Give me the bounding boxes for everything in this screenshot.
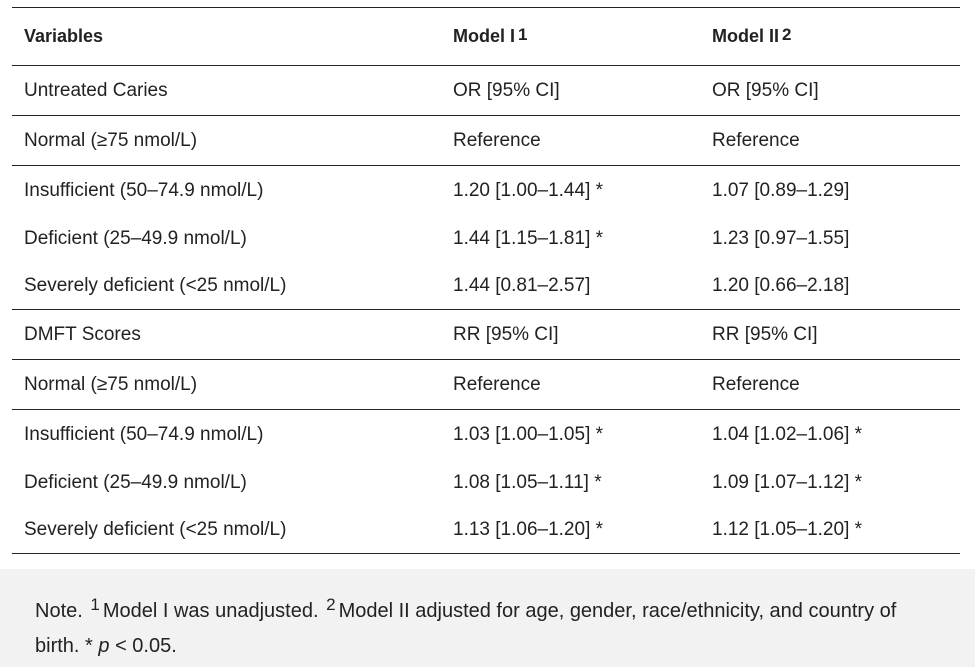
cell-variable: Severely deficient (<25 nmol/L) [24,518,287,540]
cell-model-1: RR [95% CI] [453,323,559,345]
table-row: Deficient (25–49.9 nmol/L) 1.44 [1.15–1.… [12,215,960,262]
cell-model-2: 1.04 [1.02–1.06] * [712,423,863,445]
cell-model-2: Reference [712,373,800,395]
cell-variable: Normal (≥75 nmol/L) [24,129,198,151]
note-prefix: Note. [35,600,83,622]
header-model-2-footnote: 2 [782,25,792,44]
cell-model-1: Reference [453,373,541,395]
cell-model-1: 1.44 [1.15–1.81] * [453,227,604,249]
cell-variable: Normal (≥75 nmol/L) [24,373,198,395]
table-row: Severely deficient (<25 nmol/L) 1.44 [0.… [12,262,960,310]
cell-model-1: 1.13 [1.06–1.20] * [453,518,604,540]
cell-model-1: 1.03 [1.00–1.05] * [453,423,604,445]
cell-model-2: RR [95% CI] [712,323,818,345]
note-text-2: Model II adjusted for age, gender, race/… [35,600,897,657]
header-model-2: Model II 2 [712,25,792,46]
table-row: Deficient (25–49.9 nmol/L) 1.08 [1.05–1.… [12,459,960,506]
cell-model-1: 1.44 [0.81–2.57] [453,274,591,296]
table-row: Insufficient (50–74.9 nmol/L) 1.20 [1.00… [12,166,960,216]
cell-variable: Untreated Caries [24,79,168,101]
table-footnote-panel: Note. 1 Model I was unadjusted. 2 Model II… [0,569,975,667]
cell-variable: Insufficient (50–74.9 nmol/L) [24,179,264,201]
cell-variable: Deficient (25–49.9 nmol/L) [24,227,247,249]
table-row: Normal (≥75 nmol/L) Reference Reference [12,360,960,410]
cell-model-1: 1.20 [1.00–1.44] * [453,179,604,201]
note-footnote-2-marker: 2 [326,595,336,614]
cell-model-1: 1.08 [1.05–1.11] * [453,471,602,493]
table-row: Insufficient (50–74.9 nmol/L) 1.03 [1.00… [12,410,960,460]
cell-variable: Severely deficient (<25 nmol/L) [24,274,287,296]
cell-model-2: Reference [712,129,800,151]
cell-model-2: OR [95% CI] [712,79,819,101]
cell-model-2: 1.23 [0.97–1.55] [712,227,850,249]
header-variables: Variables [24,26,104,46]
table-row-section-untreated-caries: Untreated Caries OR [95% CI] OR [95% CI] [12,66,960,116]
cell-model-2: 1.20 [0.66–2.18] [712,274,850,296]
note-text-1: Model I was unadjusted. [102,600,319,622]
table-row: Normal (≥75 nmol/L) Reference Reference [12,116,960,166]
header-model-1-footnote: 1 [518,25,528,44]
table-footnote: Note. 1 Model I was unadjusted. 2 Model II… [35,594,945,663]
note-footnote-1-marker: 1 [90,595,100,614]
table-row-section-dmft-scores: DMFT Scores RR [95% CI] RR [95% CI] [12,310,960,360]
note-p-symbol: p [98,635,110,657]
cell-model-2: 1.12 [1.05–1.20] * [712,518,863,540]
table-row: Severely deficient (<25 nmol/L) 1.13 [1.… [12,506,960,554]
cell-variable: DMFT Scores [24,323,141,345]
cell-variable: Deficient (25–49.9 nmol/L) [24,471,247,493]
note-text-3: < 0.05. [115,635,177,657]
cell-model-2: 1.07 [0.89–1.29] [712,179,850,201]
cell-variable: Insufficient (50–74.9 nmol/L) [24,423,264,445]
cell-model-2: 1.09 [1.07–1.12] * [712,471,863,493]
cell-model-1: Reference [453,129,541,151]
cell-model-1: OR [95% CI] [453,79,560,101]
